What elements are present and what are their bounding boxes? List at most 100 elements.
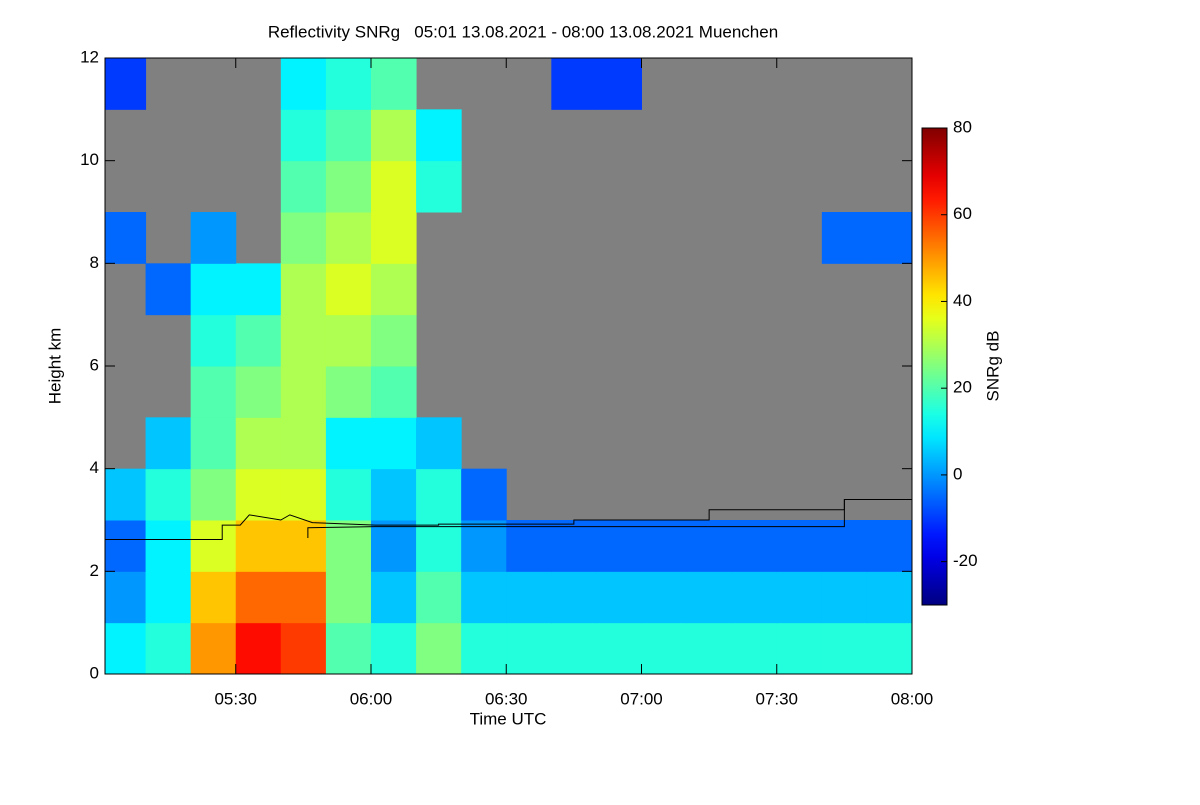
heatmap-cell xyxy=(105,468,147,521)
y-tick-label: 10 xyxy=(80,150,99,169)
heatmap-cell xyxy=(325,314,372,367)
heatmap-cell xyxy=(370,622,417,674)
heatmap-cell xyxy=(686,622,733,674)
colorbar xyxy=(921,127,948,606)
heatmap-cell xyxy=(370,520,417,572)
heatmap-cell xyxy=(731,622,778,674)
heatmap-cell xyxy=(686,571,733,624)
x-tick-label: 05:30 xyxy=(214,689,257,708)
heatmap-cell xyxy=(821,520,868,572)
heatmap-cell xyxy=(370,314,417,367)
heatmap-cell xyxy=(596,58,642,110)
heatmap-cell xyxy=(105,520,147,572)
heatmap-cell xyxy=(235,622,282,674)
heatmap-cell xyxy=(596,520,642,572)
heatmap-cell xyxy=(235,314,282,367)
heatmap-cell xyxy=(325,571,372,624)
heatmap-cell xyxy=(325,160,372,213)
heatmap-cell xyxy=(416,160,462,213)
heatmap-cell xyxy=(280,622,327,674)
heatmap-cell xyxy=(325,263,372,316)
heatmap-cell xyxy=(190,468,237,521)
heatmap-cell xyxy=(596,571,642,624)
heatmap-cell xyxy=(235,417,282,470)
heatmap-cell xyxy=(325,468,372,521)
colorbar-label: SNRg dB xyxy=(983,331,1002,402)
heatmap-cell xyxy=(235,263,282,316)
heatmap-cell xyxy=(821,212,868,264)
heatmap-cell xyxy=(641,520,688,572)
lines xyxy=(105,498,912,541)
axes: 0 2 4 6 8 10 12 05:30 06:00 06:30 07:00 07:30 08:00 -… xyxy=(80,47,978,708)
x-tick-label: 07:00 xyxy=(620,689,663,708)
heatmap-cell xyxy=(105,212,147,264)
heatmap-cell xyxy=(325,58,372,110)
heatmap-cell xyxy=(461,468,507,521)
x-axis-label: Time UTC xyxy=(470,709,547,728)
heatmap-cell xyxy=(190,417,237,470)
heatmap-cell xyxy=(506,622,552,674)
heatmap-cell xyxy=(145,520,192,572)
boundary-line xyxy=(307,499,845,538)
heatmap-cell xyxy=(235,571,282,624)
heatmap-cell xyxy=(370,109,417,162)
heatmap-cell xyxy=(551,58,597,110)
heatmap-cell xyxy=(866,571,912,624)
heatmap-cell xyxy=(190,571,237,624)
heatmap-cell xyxy=(325,417,372,470)
y-tick-label: 12 xyxy=(80,47,99,66)
heatmap-cell xyxy=(416,417,462,470)
heatmap-cell xyxy=(190,520,237,572)
heatmap-cell xyxy=(280,417,327,470)
heatmap-cell xyxy=(370,160,417,213)
heatmap-cell xyxy=(866,520,912,572)
heatmap-cell xyxy=(641,622,688,674)
x-tick-label: 08:00 xyxy=(891,689,934,708)
heatmap-cell xyxy=(145,263,192,316)
heatmap-cell xyxy=(325,520,372,572)
heatmap-cell xyxy=(551,571,597,624)
heatmap-cell xyxy=(280,263,327,316)
heatmap-cell xyxy=(235,520,282,572)
heatmap-cell xyxy=(776,520,823,572)
heatmap-cell xyxy=(145,571,192,624)
heatmap-cell xyxy=(731,520,778,572)
colorbar-tick-label: 60 xyxy=(953,204,972,223)
heatmap-cell xyxy=(596,622,642,674)
heatmap-cell xyxy=(190,622,237,674)
heatmap-cell xyxy=(370,366,417,418)
y-tick-label: 0 xyxy=(90,663,99,682)
heatmap-cell xyxy=(370,263,417,316)
heatmap-cell xyxy=(866,622,912,674)
colorbar-tick-label: -20 xyxy=(953,551,978,570)
heatmap-cell xyxy=(235,366,282,418)
heatmap-cell xyxy=(416,520,462,572)
heatmap-cell xyxy=(416,468,462,521)
heatmap-cell xyxy=(370,468,417,521)
heatmap-cell xyxy=(776,571,823,624)
heatmap-cell xyxy=(370,58,417,110)
heatmap-cell xyxy=(461,622,507,674)
y-tick-label: 8 xyxy=(90,253,99,272)
heatmap-cell xyxy=(461,520,507,572)
heatmap-cell xyxy=(190,366,237,418)
heatmap-cell xyxy=(551,622,597,674)
heatmap-cell xyxy=(280,212,327,264)
heatmap-cell xyxy=(686,520,733,572)
x-tick-label: 07:30 xyxy=(755,689,798,708)
heatmap-cell xyxy=(280,314,327,367)
y-tick-label: 2 xyxy=(90,561,99,580)
heatmap-cell xyxy=(370,571,417,624)
y-axis-label: Height km xyxy=(45,328,64,405)
heatmap-cell xyxy=(280,571,327,624)
y-tick-label: 6 xyxy=(90,355,99,374)
heatmap-cell xyxy=(145,468,192,521)
heatmap-cell xyxy=(280,520,327,572)
heatmap-cell xyxy=(551,520,597,572)
heatmap-cell xyxy=(370,212,417,264)
heatmap-cell xyxy=(105,571,147,624)
heatmap-cell xyxy=(370,417,417,470)
x-tick-label: 06:30 xyxy=(485,689,528,708)
heatmap-cell xyxy=(280,468,327,521)
colorbar-tick-label: 0 xyxy=(953,464,962,483)
